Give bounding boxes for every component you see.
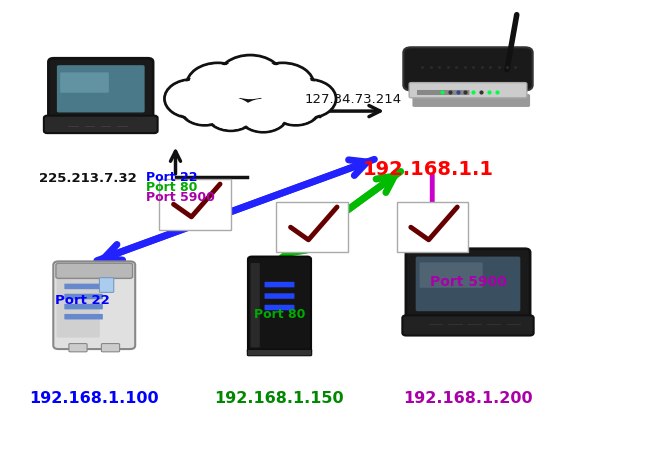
- FancyBboxPatch shape: [251, 263, 260, 347]
- FancyBboxPatch shape: [420, 263, 482, 288]
- Text: 192.168.1.1: 192.168.1.1: [363, 160, 494, 179]
- Circle shape: [208, 97, 254, 129]
- Text: Port 22: Port 22: [55, 294, 110, 307]
- Text: 225.213.7.32: 225.213.7.32: [39, 172, 136, 185]
- FancyBboxPatch shape: [412, 94, 530, 107]
- Text: Port 80: Port 80: [254, 308, 305, 321]
- Text: 192.168.1.150: 192.168.1.150: [214, 391, 344, 406]
- FancyBboxPatch shape: [56, 263, 133, 278]
- Text: 192.168.1.100: 192.168.1.100: [29, 391, 159, 406]
- Circle shape: [206, 96, 255, 131]
- Text: 192.168.1.200: 192.168.1.200: [403, 391, 533, 406]
- FancyBboxPatch shape: [64, 294, 103, 299]
- Circle shape: [187, 63, 249, 107]
- Text: 127.34.73.214: 127.34.73.214: [304, 94, 401, 106]
- FancyBboxPatch shape: [57, 65, 144, 112]
- Circle shape: [182, 92, 228, 124]
- FancyBboxPatch shape: [265, 305, 294, 310]
- Circle shape: [281, 79, 336, 118]
- Circle shape: [254, 65, 311, 105]
- FancyBboxPatch shape: [416, 257, 521, 311]
- Circle shape: [218, 55, 283, 101]
- Circle shape: [252, 63, 314, 107]
- Circle shape: [164, 79, 219, 118]
- FancyBboxPatch shape: [64, 314, 103, 319]
- FancyBboxPatch shape: [99, 278, 114, 292]
- Bar: [159, 179, 231, 230]
- FancyBboxPatch shape: [53, 262, 135, 349]
- FancyBboxPatch shape: [410, 83, 527, 98]
- FancyBboxPatch shape: [49, 58, 153, 118]
- FancyBboxPatch shape: [44, 116, 157, 133]
- FancyBboxPatch shape: [247, 349, 312, 356]
- FancyBboxPatch shape: [57, 263, 100, 338]
- Circle shape: [189, 65, 246, 105]
- Circle shape: [239, 97, 288, 132]
- FancyBboxPatch shape: [64, 284, 103, 289]
- FancyBboxPatch shape: [248, 257, 311, 354]
- Circle shape: [166, 81, 217, 117]
- Bar: [396, 202, 468, 252]
- FancyBboxPatch shape: [265, 282, 294, 287]
- FancyBboxPatch shape: [403, 47, 532, 90]
- Text: Port 5900: Port 5900: [146, 191, 215, 204]
- FancyBboxPatch shape: [265, 293, 294, 299]
- Text: Port 22: Port 22: [146, 171, 198, 184]
- Circle shape: [180, 90, 229, 125]
- FancyBboxPatch shape: [417, 90, 469, 95]
- Bar: [276, 202, 348, 252]
- FancyBboxPatch shape: [69, 343, 87, 352]
- FancyBboxPatch shape: [406, 249, 530, 318]
- FancyBboxPatch shape: [101, 343, 120, 352]
- FancyBboxPatch shape: [402, 315, 534, 336]
- Circle shape: [283, 81, 334, 117]
- Circle shape: [220, 57, 280, 99]
- Circle shape: [273, 92, 318, 124]
- FancyBboxPatch shape: [64, 304, 103, 309]
- Text: Port 80: Port 80: [146, 181, 198, 194]
- Text: Port 5900: Port 5900: [430, 275, 506, 289]
- Circle shape: [271, 90, 320, 125]
- FancyBboxPatch shape: [60, 73, 109, 93]
- Circle shape: [240, 99, 286, 131]
